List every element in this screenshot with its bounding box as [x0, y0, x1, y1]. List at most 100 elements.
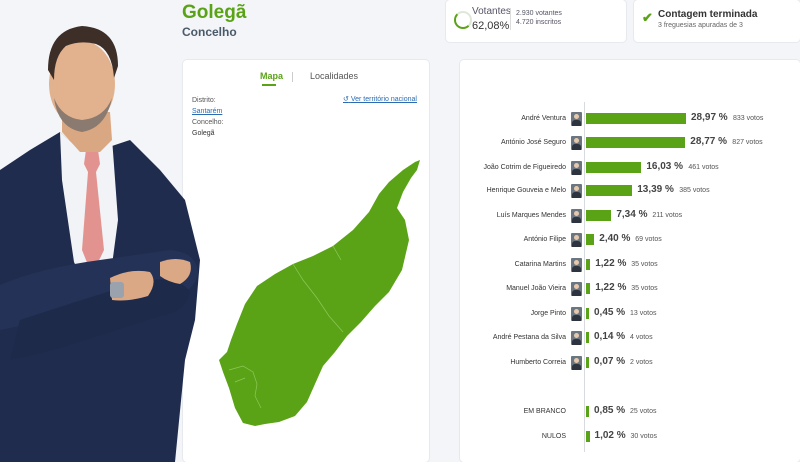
vote-share-bar [586, 234, 595, 245]
candidate-name: Jorge Pinto [530, 310, 566, 317]
candidate-name: Henrique Gouveia e Melo [486, 187, 566, 194]
vote-percent: 28,97 % [691, 112, 728, 123]
vote-count: 461 votos [688, 164, 719, 171]
municipality-value: Golegã [192, 130, 215, 137]
tab-separator [292, 72, 293, 82]
vote-percent: 0,14 % [594, 331, 626, 342]
vote-share-bar [586, 113, 686, 124]
vote-share-bar [586, 137, 686, 148]
candidate-row: André Ventura 28,97 % 833 votos [460, 109, 800, 131]
turnout-card: Votantes 62,08% 2.930 votantes 4.720 ins… [446, 0, 626, 42]
vote-count: 25 votos [630, 408, 657, 415]
results-panel: André Ventura 28,97 % 833 votos António Jos… [460, 60, 800, 462]
vote-count: 2 votos [630, 359, 653, 366]
vote-share-bar [586, 283, 591, 294]
candidate-name: João Cotrim de Figueiredo [483, 164, 567, 171]
vote-count: 35 votos [631, 285, 658, 292]
vote-share-bar [586, 357, 589, 368]
municipality-map[interactable] [183, 60, 429, 462]
vote-share-bar [586, 406, 589, 417]
candidate-name: Luís Marques Mendes [496, 212, 566, 219]
candidate-name: Catarina Martins [514, 261, 566, 268]
vote-percent: 16,03 % [646, 161, 684, 172]
candidate-avatar [571, 136, 582, 150]
turnout-divider [510, 8, 511, 30]
vote-count: 30 votos [630, 433, 657, 440]
candidate-avatar [571, 209, 582, 223]
parish-border-1 [292, 245, 344, 333]
candidate-row: André Pestana da Silva 0,14 % 4 votos [460, 328, 800, 350]
candidate-row: João Cotrim de Figueiredo 16,03 % 461 voto… [460, 158, 800, 180]
undo-icon: ↺ [343, 96, 349, 103]
parish-border-2 [228, 365, 262, 409]
vote-count: 827 votos [732, 139, 763, 146]
vote-count: 69 votos [635, 236, 662, 243]
vote-share-bar [586, 308, 589, 319]
vote-count: 13 votos [630, 310, 657, 317]
turnout-progress-icon [454, 11, 472, 29]
candidate-row: Catarina Martins 1,22 % 35 votos [460, 255, 800, 277]
municipality-label: Concelho: [192, 119, 224, 126]
candidate-avatar [571, 356, 582, 370]
vote-percent: 13,39 % [637, 184, 674, 195]
national-link-label: Ver território nacional [350, 96, 417, 103]
vote-count: 211 votos [652, 212, 683, 219]
candidate-name: André Ventura [521, 115, 566, 122]
district-link[interactable]: Santarém [192, 108, 223, 115]
candidate-row: Manuel João Vieira 1,22 % 35 votos [460, 279, 800, 301]
turnout-percent: 62,08% [472, 20, 510, 32]
candidate-photo [0, 26, 200, 462]
candidate-avatar [571, 258, 582, 272]
candidate-name: NULOS [541, 433, 566, 440]
candidate-row: Luís Marques Mendes 7,34 % 211 votos [460, 206, 800, 228]
page-title: Golegã [182, 2, 247, 23]
tab-localities[interactable]: Localidades [310, 71, 359, 81]
map-tabs: Mapa Localidades [183, 71, 429, 91]
candidate-name: EM BRANCO [523, 408, 566, 415]
candidate-avatar [571, 307, 582, 321]
tab-map[interactable]: Mapa [260, 71, 284, 81]
vote-percent: 0,45 % [594, 307, 626, 318]
candidate-row: Humberto Correia 0,07 % 2 votos [460, 353, 800, 375]
vote-percent: 0,07 % [594, 356, 626, 367]
candidate-avatar [571, 233, 582, 247]
candidate-avatar [571, 161, 582, 175]
counting-status-card: ✔ Contagem terminada 3 freguesias apurad… [634, 0, 800, 42]
map-panel: Mapa Localidades Distrito: Santarém Conc… [183, 60, 429, 462]
active-tab-indicator [262, 84, 276, 86]
bars-axis-line [584, 102, 585, 452]
candidate-row: António Filipe 2,40 % 69 votos [460, 230, 800, 252]
vote-share-bar [586, 185, 633, 196]
vote-share-bar [586, 431, 590, 442]
candidate-avatar [571, 112, 582, 126]
candidate-name: Manuel João Vieira [506, 285, 566, 292]
vote-percent: 7,34 % [616, 209, 648, 220]
vote-percent: 1,02 % [594, 430, 626, 441]
candidate-avatar [571, 331, 582, 345]
national-territory-link[interactable]: ↺ Ver território nacional [343, 95, 417, 103]
vote-count: 385 votos [679, 187, 710, 194]
vote-percent: 1,22 % [595, 282, 627, 293]
district-label: Distrito: [192, 97, 216, 104]
candidate-avatar [571, 184, 582, 198]
vote-count: 35 votos [631, 261, 658, 268]
vote-share-bar [586, 332, 589, 343]
check-icon: ✔ [642, 10, 653, 25]
vote-share-bar [586, 259, 591, 270]
vote-percent: 0,85 % [594, 405, 626, 416]
candidate-name: Humberto Correia [510, 359, 566, 366]
candidate-name: André Pestana da Silva [492, 334, 566, 341]
vote-share-bar [586, 162, 642, 173]
ballot-row: EM BRANCO 0,85 % 25 votos [460, 402, 800, 424]
page-subtitle: Concelho [182, 25, 237, 39]
parish-north[interactable] [219, 160, 420, 426]
candidate-row: António José Seguro 28,77 % 827 votos [460, 133, 800, 155]
candidate-row: Jorge Pinto 0,45 % 13 votos [460, 304, 800, 326]
ballot-row: NULOS 1,02 % 30 votos [460, 427, 800, 449]
vote-percent: 28,77 % [690, 136, 727, 147]
candidate-name: António Filipe [523, 236, 566, 243]
turnout-label: Votantes [472, 6, 511, 17]
location-info: Distrito: Santarém Concelho: Golegã [192, 95, 224, 139]
vote-share-bar [586, 210, 612, 221]
candidate-avatar [571, 282, 582, 296]
